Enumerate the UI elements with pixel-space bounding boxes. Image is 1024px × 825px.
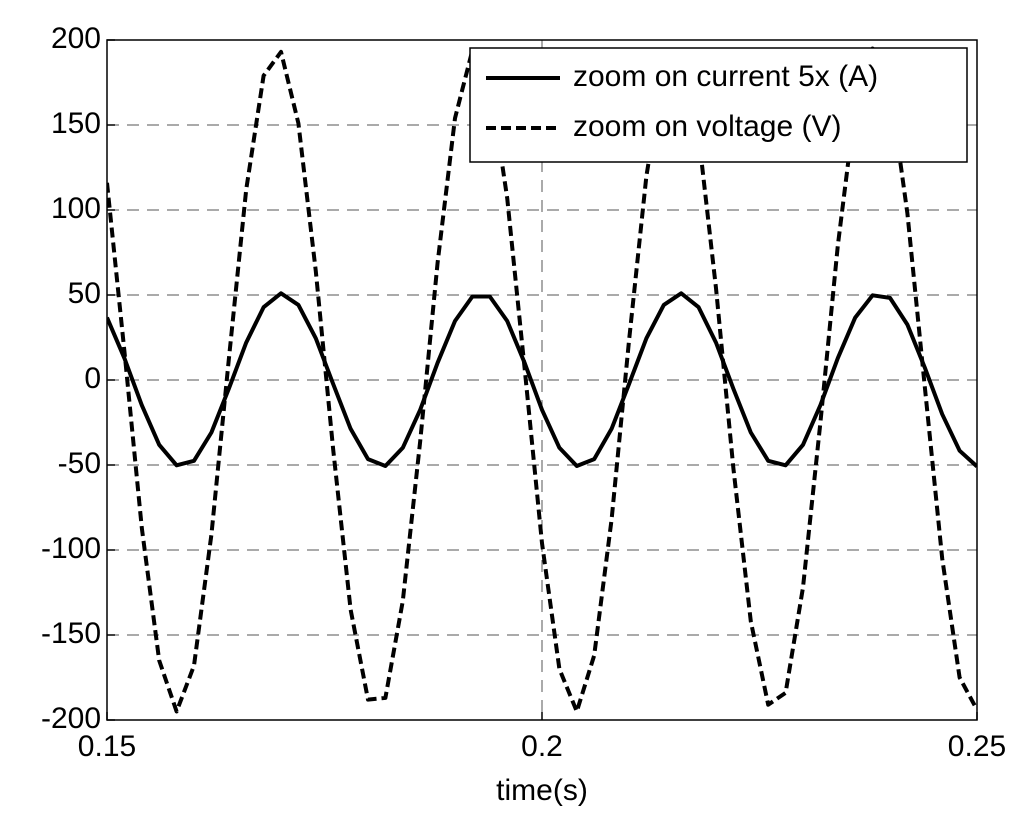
series-line: [107, 291, 977, 468]
legend-label: zoom on voltage (V): [573, 110, 841, 143]
plot-frame: [106, 39, 978, 721]
y-tick-label: 50: [68, 277, 101, 310]
y-tick-label: -100: [41, 532, 101, 565]
x-tick-label: 0.2: [521, 730, 563, 763]
y-tick-label: -200: [41, 702, 101, 735]
legend-box: [469, 47, 968, 163]
x-tick-label: 0.25: [948, 730, 1006, 763]
y-tick-label: 150: [51, 107, 101, 140]
y-tick-label: 0: [84, 362, 101, 395]
y-tick-label: 100: [51, 192, 101, 225]
y-tick-label: -150: [41, 617, 101, 650]
x-axis-label: time(s): [496, 774, 588, 807]
series-line: [107, 46, 977, 714]
plot: [107, 46, 977, 714]
y-tick-label: -50: [58, 447, 101, 480]
y-tick-label: 200: [51, 22, 101, 55]
legend-label: zoom on current 5x (A): [573, 60, 878, 93]
x-tick-label: 0.15: [78, 730, 136, 763]
